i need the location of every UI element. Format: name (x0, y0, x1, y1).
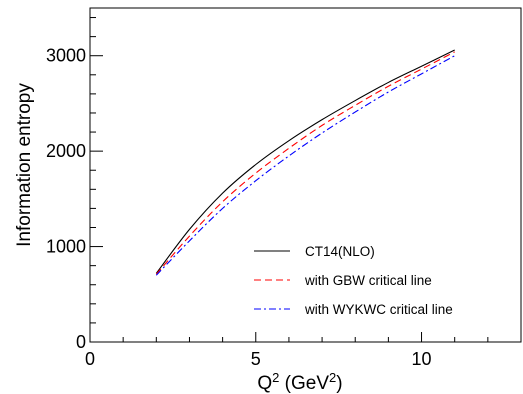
labels-layer: 0 5 10 0 1000 2000 3000 (46, 46, 432, 369)
plot-frame (89, 7, 522, 343)
series-layer (155, 49, 455, 276)
y-tick-label: 0 (76, 332, 86, 352)
legend-label-1: CT14(NLO) (305, 244, 375, 259)
y-tick-label: 3000 (46, 46, 86, 66)
y-tick-label: 1000 (46, 237, 86, 257)
series-line-2 (155, 51, 455, 275)
x-tick-label: 5 (251, 349, 261, 369)
y-tick-label: 2000 (46, 141, 86, 161)
x-axis-title-sup2: 2 (329, 370, 336, 385)
series-line-1 (155, 49, 455, 274)
x-axis-title-mid: (GeV (279, 373, 329, 394)
x-axis-title: Q2 (GeV2) (257, 370, 342, 394)
legend: CT14(NLO) with GBW critical line with WYKW… (254, 244, 453, 317)
x-axis-title-base: Q (257, 373, 272, 394)
x-tick-label: 0 (85, 349, 95, 369)
ticks-layer (89, 17, 522, 343)
series-line-3 (155, 55, 455, 276)
x-tick-label: 10 (412, 349, 432, 369)
legend-label-2: with GBW critical line (304, 273, 432, 288)
x-axis-title-end: ) (336, 373, 342, 394)
y-axis-title: Information entropy (14, 83, 35, 247)
legend-label-3: with WYKWC critical line (304, 302, 453, 317)
x-axis-title-sup1: 2 (272, 370, 279, 385)
